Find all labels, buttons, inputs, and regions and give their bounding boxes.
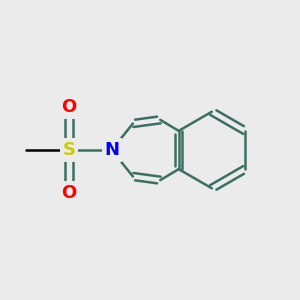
Text: O: O [61,184,77,202]
Text: N: N [104,141,119,159]
Text: S: S [62,141,76,159]
Text: O: O [61,98,77,116]
